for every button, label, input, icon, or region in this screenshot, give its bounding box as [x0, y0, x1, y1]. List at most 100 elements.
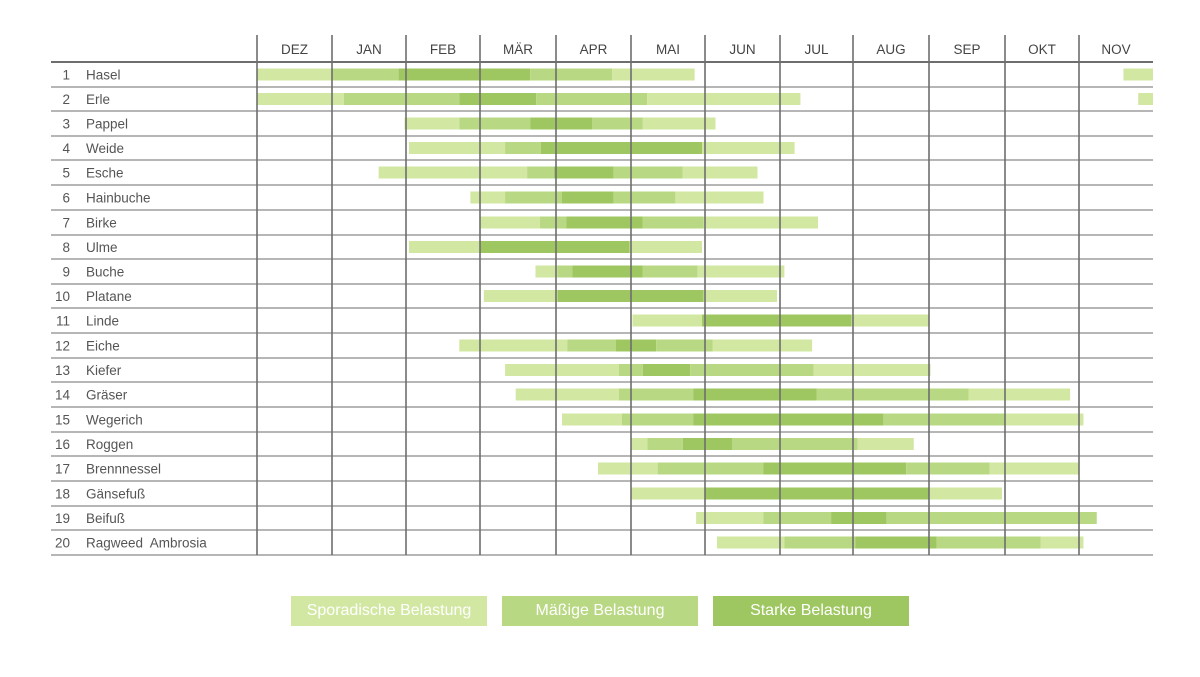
bar-segment-sporadic: [378, 166, 528, 179]
bar-segment-strong: [693, 388, 817, 401]
bar-segment-moderate: [642, 265, 698, 278]
row-name: Pappel: [86, 117, 128, 132]
bar-segment-sporadic: [712, 339, 813, 352]
row-number: 4: [62, 141, 70, 156]
row-name: Erle: [86, 92, 110, 107]
bar-segment-sporadic: [257, 68, 332, 81]
bar-segment-strong: [566, 216, 643, 229]
row-name: Brennnessel: [86, 462, 161, 477]
row-name: Weide: [86, 141, 124, 156]
bar-segment-strong: [562, 191, 614, 204]
month-label-sep: SEP: [953, 42, 980, 57]
row-name: Platane: [86, 289, 132, 304]
bar-segment-sporadic: [717, 536, 785, 549]
bar-segment-sporadic: [257, 93, 344, 105]
month-label-dez: DEZ: [281, 42, 308, 57]
bar-segment-sporadic: [702, 142, 795, 154]
bar-segment-strong: [702, 314, 852, 327]
bar-segment-moderate: [613, 191, 676, 204]
row-number: 8: [62, 240, 70, 255]
bar-segment-strong: [572, 265, 643, 278]
row-number: 10: [55, 289, 70, 304]
row-number: 14: [55, 388, 71, 403]
bar-segment-moderate: [816, 388, 969, 401]
bar-segment-sporadic: [632, 314, 703, 327]
bar-segment-sporadic: [968, 388, 1071, 401]
row-name: Gräser: [86, 388, 128, 403]
month-label-jul: JUL: [804, 42, 828, 57]
bar-segment-moderate: [530, 68, 613, 81]
bar-segment-sporadic: [989, 462, 1079, 475]
bar-segment-sporadic: [851, 314, 929, 327]
month-label-jan: JAN: [356, 42, 382, 57]
bar-segment-strong: [763, 462, 907, 475]
bar-segment-moderate: [557, 265, 573, 278]
month-label-mär: MÄR: [503, 42, 533, 57]
legend: Sporadische Belastung Mäßige Belastung Sta…: [0, 596, 1200, 626]
bar-segment-strong: [693, 413, 884, 426]
bar-segment-moderate: [567, 339, 616, 352]
month-label-aug: AUG: [876, 42, 905, 57]
legend-item-strong: Starke Belastung: [713, 596, 909, 626]
bar-segment-sporadic: [470, 191, 506, 204]
row-number: 17: [55, 462, 70, 477]
bar-segment-moderate: [505, 191, 562, 204]
bar-segment-moderate: [505, 142, 541, 154]
bar-segment-sporadic: [703, 216, 818, 229]
row-number: 18: [55, 487, 70, 502]
bar-segment-strong: [530, 117, 592, 130]
bar-segment-sporadic: [515, 388, 619, 401]
bar-segment-moderate: [936, 536, 1041, 549]
month-label-okt: OKT: [1028, 42, 1056, 57]
legend-item-sporadic: Sporadische Belastung: [291, 596, 487, 626]
month-label-feb: FEB: [430, 42, 456, 57]
legend-item-moderate: Mäßige Belastung: [502, 596, 698, 626]
row-name: Ulme: [86, 240, 118, 255]
bar-segment-sporadic: [598, 462, 658, 475]
bar-segment-sporadic: [696, 512, 764, 524]
bar-segment-sporadic: [408, 142, 506, 154]
bar-segment-sporadic: [1123, 68, 1153, 81]
bar-segment-sporadic: [562, 413, 622, 426]
row-name: Gänsefuß: [86, 487, 145, 502]
row-number: 3: [62, 117, 70, 132]
bar-segment-sporadic: [408, 241, 480, 253]
bar-segment-sporadic: [535, 265, 558, 278]
pollen-calendar-chart: DEZ JAN FEB MÄR APR MAI JUN JUL AUG SEP OKT NOV 1 Has…: [51, 35, 1153, 556]
row-name: Beifuß: [86, 511, 125, 526]
bar-segment-sporadic: [631, 438, 648, 450]
bar-segment-sporadic: [929, 487, 1002, 500]
bar-segment-strong: [855, 536, 937, 549]
bar-segment-sporadic: [505, 364, 619, 376]
row-number: 13: [55, 363, 70, 378]
bar-segment-moderate: [732, 438, 858, 450]
bar-segment-sporadic: [612, 68, 695, 81]
row-number: 20: [55, 536, 70, 551]
row-number: 16: [55, 437, 70, 452]
row-name: Roggen: [86, 437, 133, 452]
bar-segment-moderate: [592, 117, 643, 130]
bar-segment-moderate: [642, 216, 704, 229]
bar-segment-strong: [705, 487, 929, 500]
labels-layer: DEZ JAN FEB MÄR APR MAI JUN JUL AUG SEP OKT NOV 1 Has…: [55, 42, 1131, 551]
row-name: Buche: [86, 265, 124, 280]
bar-segment-moderate: [613, 166, 683, 179]
bar-segment-moderate: [906, 462, 990, 475]
bar-segment-strong: [682, 438, 732, 450]
bar-segment-moderate: [619, 388, 694, 401]
row-number: 1: [62, 68, 70, 83]
bar-segment-moderate: [536, 93, 648, 105]
bar-segment-sporadic: [404, 117, 460, 130]
bar-segment-moderate: [690, 364, 814, 376]
row-number: 6: [62, 191, 70, 206]
bar-segment-sporadic: [682, 166, 758, 179]
row-name: Linde: [86, 314, 119, 329]
bar-segment-moderate: [763, 512, 832, 524]
bar-segment-moderate: [656, 339, 713, 352]
bar-segment-sporadic: [642, 117, 716, 130]
bar-segment-sporadic: [857, 438, 914, 450]
grid-layer: [51, 35, 1153, 556]
bar-segment-strong: [540, 142, 703, 154]
bar-segment-sporadic: [1005, 413, 1084, 426]
row-name: Kiefer: [86, 363, 122, 378]
